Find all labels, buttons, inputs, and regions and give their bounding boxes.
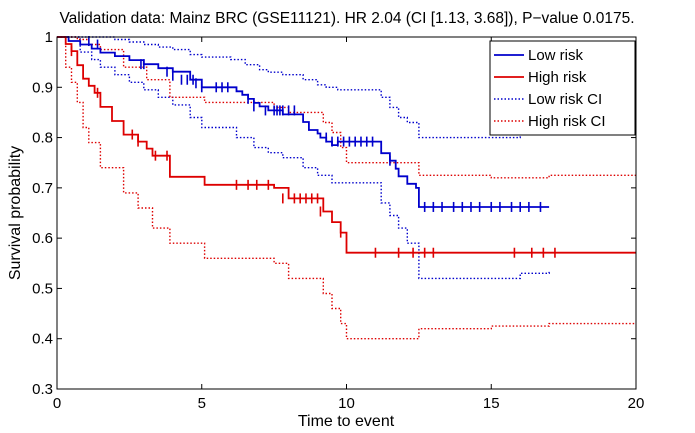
series-line-high-risk-ci [57,36,636,340]
legend-label-high-risk-ci: High risk CI [528,113,606,130]
series-line-low-risk-ci [57,36,550,139]
y-tick-label: 0.7 [32,180,53,197]
x-tick-label: 15 [483,395,500,412]
y-tick-label: 0.3 [32,381,53,398]
y-tick-label: 0.8 [32,130,53,147]
x-tick-label: 0 [53,395,61,412]
series-line-low-risk [57,36,550,208]
y-tick-label: 0.4 [32,331,53,348]
y-tick-label: 1 [45,29,53,46]
x-tick-label: 20 [628,395,645,412]
legend: Low risk High risk Low risk CI High risk CI [489,40,636,136]
y-axis-label: Survival probability [7,146,24,280]
y-tick-label: 0.5 [32,280,53,297]
legend-label-low-risk-ci: Low risk CI [528,91,602,108]
x-tick-label: 5 [198,395,206,412]
chart-title: Validation data: Mainz BRC (GSE11121). H… [59,10,634,27]
axis-ticks: 0 5 10 15 20 0.3 0.4 0.5 0.6 0.7 0.8 0.9 1 [32,29,644,412]
plot-area [57,36,636,340]
x-axis-label: Time to event [298,413,395,430]
x-tick-label: 10 [338,395,355,412]
series-line-low-risk-ci [57,36,550,280]
legend-box [489,40,636,136]
y-tick-label: 0.6 [32,230,53,247]
y-tick-label: 0.9 [32,79,53,96]
legend-label-low-risk: Low risk [528,47,584,64]
legend-label-high-risk: High risk [528,69,587,86]
series-line-high-risk [57,36,636,254]
